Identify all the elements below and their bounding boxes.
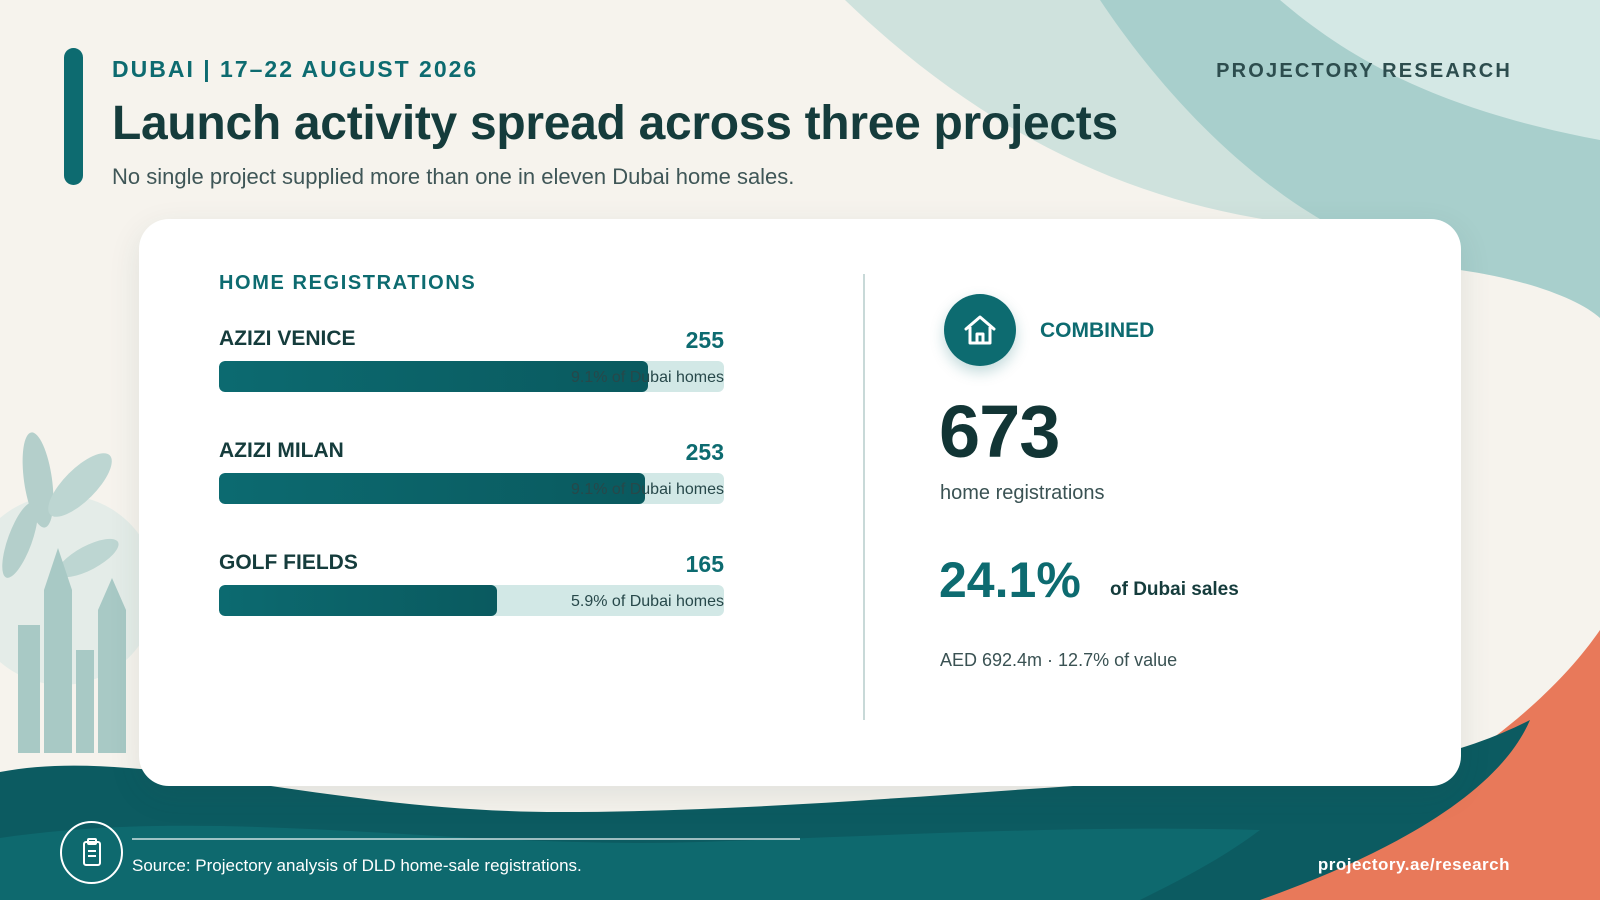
bar-track bbox=[219, 361, 724, 392]
bar-row-azizi-venice: AZIZI VENICE 255 9.1% of Dubai homes bbox=[219, 327, 724, 411]
combined-share: 24.1% bbox=[939, 552, 1081, 608]
bar-share-label: 9.1% of Dubai homes bbox=[571, 481, 724, 498]
event-eyebrow: DUBAI | 17–22 AUGUST 2026 bbox=[112, 56, 479, 82]
bar-share-label: 9.1% of Dubai homes bbox=[571, 369, 724, 386]
combined-label: COMBINED bbox=[1040, 319, 1155, 342]
bar-row-golf-fields: GOLF FIELDS 165 5.9% of Dubai homes bbox=[219, 551, 724, 635]
bar-row-azizi-milan: AZIZI MILAN 253 9.1% of Dubai homes bbox=[219, 439, 724, 523]
house-icon-badge bbox=[944, 294, 1016, 366]
bar-value-label: 255 bbox=[685, 327, 724, 353]
bar-fill bbox=[219, 473, 645, 504]
document-icon-badge bbox=[60, 821, 123, 884]
footer-wave-teal bbox=[0, 825, 1260, 900]
top-right-wave-pale bbox=[1280, 0, 1600, 140]
bar-value-label: 253 bbox=[685, 439, 724, 465]
title-accent-bar bbox=[64, 48, 83, 185]
bar-value-label: 165 bbox=[685, 551, 724, 577]
bar-label: AZIZI MILAN bbox=[219, 439, 344, 462]
combined-value-line: AED 692.4m · 12.7% of value bbox=[940, 650, 1178, 670]
card-divider bbox=[863, 274, 865, 720]
house-icon bbox=[964, 315, 996, 345]
bar-label: GOLF FIELDS bbox=[219, 551, 358, 574]
bar-track bbox=[219, 473, 724, 504]
bar-fill bbox=[219, 361, 649, 392]
page-subtitle: No single project supplied more than one… bbox=[112, 164, 795, 189]
bar-track bbox=[219, 585, 724, 616]
page-title: Launch activity spread across three proj… bbox=[112, 97, 1118, 150]
bar-share-label: 5.9% of Dubai homes bbox=[571, 593, 724, 610]
footer-rule bbox=[132, 838, 800, 840]
stats-card: HOME REGISTRATIONS AZIZI VENICE 255 9.1%… bbox=[139, 219, 1461, 786]
coral-wave bbox=[1150, 630, 1600, 900]
source-note: Source: Projectory analysis of DLD home-… bbox=[132, 856, 582, 875]
combined-total: 673 bbox=[939, 390, 1060, 473]
footer-url[interactable]: projectory.ae/research bbox=[1317, 855, 1510, 874]
skyline-illustration bbox=[0, 432, 157, 753]
bar-fill bbox=[219, 585, 497, 616]
combined-share-label: of Dubai sales bbox=[1110, 579, 1239, 600]
bar-label: AZIZI VENICE bbox=[219, 327, 356, 350]
brand-name: PROJECTORY RESEARCH bbox=[1216, 60, 1512, 82]
document-icon bbox=[82, 837, 101, 866]
chart-title: HOME REGISTRATIONS bbox=[219, 272, 477, 294]
combined-total-unit: home registrations bbox=[940, 482, 1105, 504]
